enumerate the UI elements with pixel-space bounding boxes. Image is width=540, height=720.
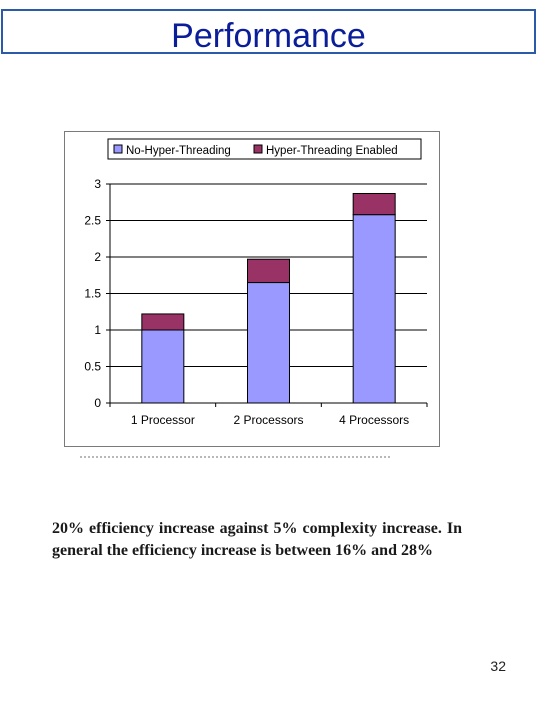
legend-box: [107, 138, 422, 160]
chart-frame: 0 0.5 1 1.5 2 2.5 3 1 Processor 2 Processors 4 Pr…: [64, 131, 440, 447]
body-paragraph: 20% efficiency increase against 5% compl…: [52, 520, 462, 559]
title-bar: Performance: [1, 9, 536, 55]
x-tick-label: 2 Processors: [233, 413, 303, 427]
y-tick-label: 2.5: [84, 214, 101, 228]
bar-ht: [141, 313, 185, 331]
x-tick-label: 1 Processor: [131, 413, 195, 427]
legend-swatch: [113, 144, 123, 154]
y-tick-label: 1: [94, 323, 101, 337]
bar-ht: [352, 192, 396, 216]
page-number: 32: [490, 658, 506, 674]
legend-label: Hyper-Threading Enabled: [266, 145, 398, 157]
bar-no-ht: [352, 214, 396, 404]
y-tick-label: 3: [94, 177, 101, 191]
bar-no-ht: [247, 282, 290, 404]
caption-residue: [80, 456, 390, 464]
y-tick-label: 0: [94, 396, 101, 410]
y-tick-label: 2: [94, 250, 101, 264]
bar-chart: 0 0.5 1 1.5 2 2.5 3 1 Processor 2 Processors 4 Pr…: [84, 138, 428, 427]
bar-no-ht: [141, 329, 185, 404]
bar-ht: [247, 258, 290, 284]
x-tick-label: 4 Processors: [339, 413, 409, 427]
y-tick-label: 0.5: [84, 360, 101, 374]
legend-label: No-Hyper-Threading: [126, 145, 231, 157]
slide-title: Performance: [171, 17, 366, 55]
legend-swatch: [253, 144, 263, 154]
y-tick-label: 1.5: [84, 287, 101, 301]
